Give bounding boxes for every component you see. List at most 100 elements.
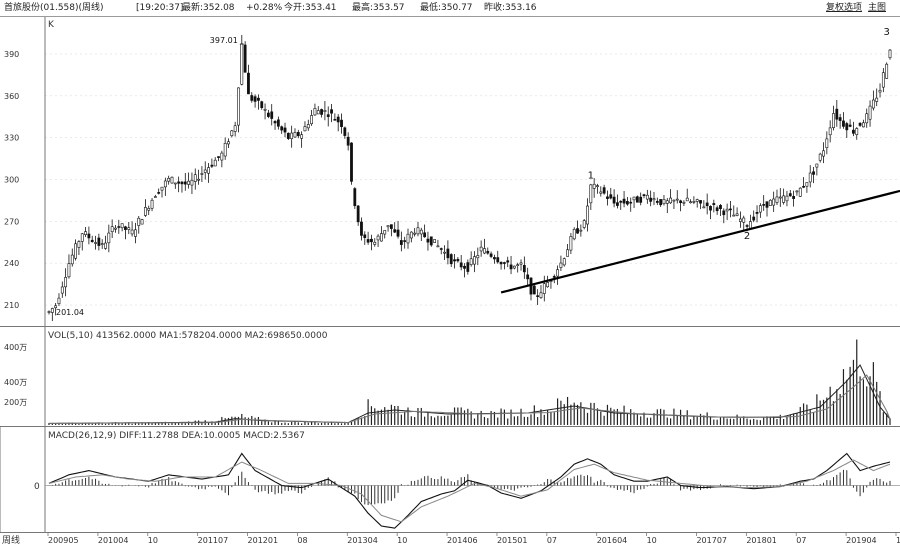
- x-tick-label: 200905: [48, 536, 79, 545]
- price-annotation: 2: [744, 231, 750, 242]
- candle-body: [768, 199, 772, 206]
- candle-body: [596, 185, 599, 187]
- volume-ma1-line: [49, 364, 891, 424]
- macd-legend: MACD(26,12,9) DIFF:11.2788 DEA:10.0005 M…: [48, 431, 305, 441]
- candle-body: [177, 181, 181, 184]
- candle-body: [223, 142, 227, 157]
- candle-body: [699, 200, 702, 204]
- candle-body: [669, 197, 673, 204]
- x-tick-label: 201501: [497, 536, 528, 545]
- candle-body: [419, 229, 423, 235]
- candle-body: [147, 208, 151, 211]
- candle-body: [203, 169, 207, 173]
- price-tick-label: 240: [4, 259, 19, 268]
- candle-body: [838, 117, 842, 121]
- candle-body: [373, 241, 377, 245]
- macd-diff-line: [48, 452, 891, 529]
- x-tick-label: 201201: [248, 536, 279, 545]
- candle-body: [655, 200, 659, 203]
- candle-body: [340, 119, 343, 127]
- candle-body: [416, 227, 420, 235]
- quote-low: 最低:350.77: [420, 3, 473, 13]
- candle-body: [117, 226, 121, 228]
- candle-body: [805, 182, 809, 187]
- x-tick-label: 201406: [447, 536, 478, 545]
- candle-body: [100, 243, 104, 245]
- candle-body: [433, 239, 436, 243]
- candle-body: [243, 44, 247, 73]
- candle-body: [672, 199, 676, 202]
- candle-body: [729, 208, 732, 211]
- candle-body: [153, 196, 157, 198]
- price-annotations: 397.01 201.04 1 2 3: [56, 27, 890, 317]
- candle-body: [493, 257, 496, 260]
- candle-body: [719, 205, 722, 210]
- x-tick-label: 07: [796, 536, 806, 545]
- candle-body: [732, 214, 736, 217]
- volume-ma2-line: [49, 374, 891, 424]
- candle-body: [127, 227, 131, 230]
- stock-title[interactable]: 首旅股份(01.558)(周线): [4, 3, 104, 13]
- main-chart-button[interactable]: 主图: [868, 3, 887, 13]
- candle-body: [589, 184, 593, 204]
- adjust-options-button[interactable]: 复权选项: [826, 3, 863, 13]
- candle-body: [599, 191, 603, 194]
- candle-body: [579, 229, 583, 232]
- candle-body: [409, 231, 413, 239]
- price-annotation: 397.01: [210, 36, 238, 45]
- candle-body: [659, 199, 663, 206]
- candle-body: [828, 127, 832, 136]
- candle-body: [77, 241, 81, 248]
- candle-body: [602, 187, 606, 194]
- x-tick-label: 10: [647, 536, 657, 545]
- candle-body: [709, 205, 712, 211]
- candle-body: [762, 204, 766, 206]
- candle-body: [286, 132, 290, 139]
- trend-line: [500, 189, 900, 294]
- candle-body: [632, 196, 636, 201]
- candle-body: [532, 285, 536, 295]
- candle-body: [80, 233, 84, 242]
- candle-body: [449, 254, 453, 265]
- candle-body: [469, 258, 473, 265]
- candle-body: [802, 185, 805, 188]
- candle-body: [64, 277, 68, 288]
- candle-body: [878, 89, 882, 93]
- candle-body: [775, 196, 779, 203]
- candle-body: [290, 132, 294, 139]
- candle-body: [353, 188, 357, 207]
- candle-body: [822, 150, 825, 157]
- candle-body: [396, 229, 400, 237]
- candle-body: [270, 111, 274, 119]
- candle-body: [639, 196, 643, 203]
- candle-body: [346, 136, 350, 146]
- candle-body: [871, 99, 875, 109]
- candle-body: [50, 308, 54, 313]
- candle-body: [250, 95, 254, 101]
- candle-body: [193, 174, 197, 182]
- candle-body: [326, 114, 330, 117]
- candle-body: [213, 159, 217, 167]
- candle-body: [300, 134, 304, 139]
- candle-body: [54, 305, 58, 309]
- candle-body: [705, 202, 709, 207]
- candle-body: [795, 190, 799, 193]
- candle-body: [845, 123, 849, 131]
- candle-body: [107, 232, 111, 244]
- candle-body: [187, 180, 191, 185]
- candle-body: [280, 126, 284, 131]
- candle-body: [489, 253, 493, 257]
- candle-body: [140, 219, 144, 225]
- candle-body: [559, 262, 563, 268]
- candle-body: [476, 255, 480, 259]
- volume-tick-label: 200万: [4, 398, 27, 407]
- candle-body: [163, 180, 167, 188]
- candle-body: [320, 109, 323, 115]
- candle-body: [868, 105, 872, 120]
- price-tick-label: 210: [4, 301, 19, 310]
- candle-body: [609, 194, 613, 199]
- candle-body: [815, 163, 819, 168]
- candle-body: [835, 108, 839, 120]
- candle-body: [207, 167, 210, 174]
